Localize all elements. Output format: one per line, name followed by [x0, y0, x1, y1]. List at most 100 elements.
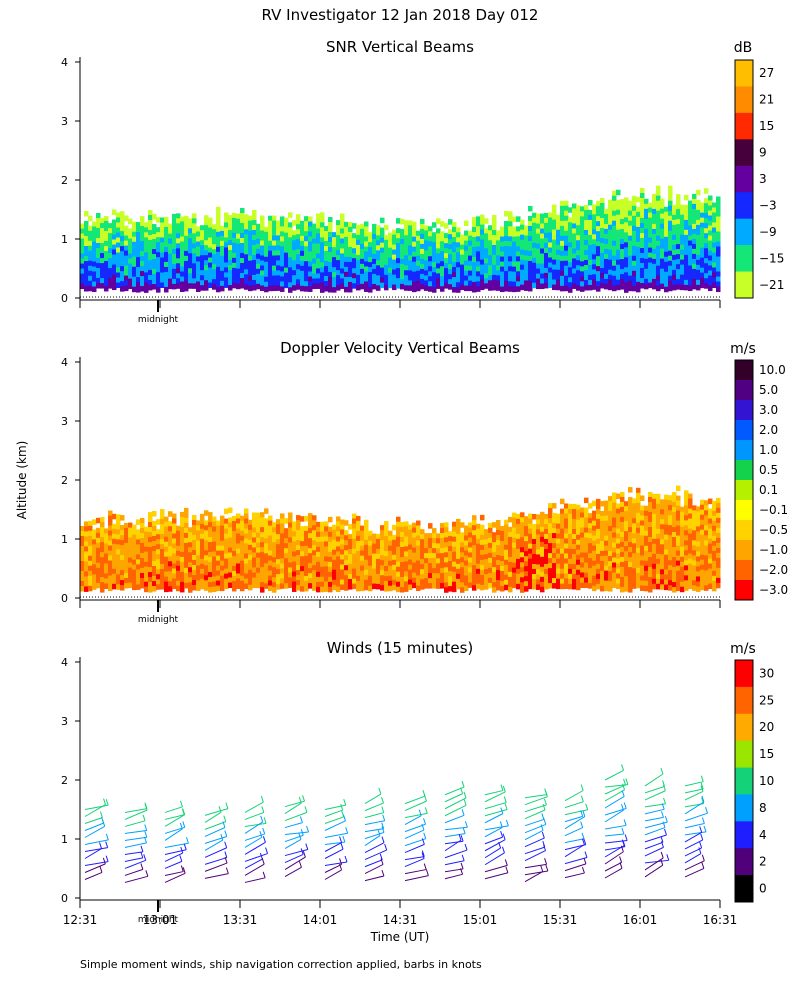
heatmap-cell — [600, 555, 605, 562]
heatmap-cell — [676, 485, 681, 492]
heatmap-cell — [560, 255, 565, 262]
heatmap-cell — [132, 559, 137, 566]
heatmap-cell — [152, 274, 157, 280]
heatmap-cell — [672, 582, 677, 588]
heatmap-cell — [112, 234, 117, 241]
heatmap-cell — [676, 520, 681, 527]
colorbar-swatch — [735, 540, 753, 561]
colorbar-label: 2.0 — [759, 423, 778, 437]
heatmap-cell — [668, 235, 673, 242]
heatmap-cell — [248, 524, 253, 531]
heatmap-cell — [592, 585, 597, 592]
heatmap-cell — [356, 520, 361, 527]
heatmap-cell — [344, 271, 349, 278]
heatmap-cell — [532, 543, 537, 550]
heatmap-cell — [144, 277, 149, 283]
heatmap-cell — [500, 570, 505, 577]
heatmap-cell — [480, 239, 485, 246]
heatmap-cell — [588, 279, 593, 286]
heatmap-cell — [396, 531, 401, 538]
heatmap-cell — [512, 537, 517, 544]
heatmap-cell — [644, 560, 649, 567]
heatmap-cell — [180, 541, 185, 548]
heatmap-cell — [340, 248, 345, 254]
heatmap-cell — [704, 575, 709, 581]
heatmap-cell — [152, 560, 157, 567]
heatmap-cell — [676, 525, 681, 532]
heatmap-cell — [348, 564, 353, 570]
heatmap-cell — [404, 280, 409, 286]
heatmap-cell — [616, 199, 621, 206]
heatmap-cell — [336, 536, 341, 542]
heatmap-cell — [104, 563, 109, 569]
heatmap-cell — [364, 539, 369, 546]
heatmap-cell — [640, 580, 645, 586]
heatmap-cell — [124, 215, 129, 222]
heatmap-cell — [328, 516, 333, 523]
heatmap-cell — [452, 257, 457, 263]
heatmap-cell — [184, 270, 189, 277]
heatmap-cell — [588, 209, 593, 216]
heatmap-cell — [664, 499, 669, 506]
heatmap-cell — [640, 283, 645, 289]
heatmap-cell — [480, 279, 485, 286]
heatmap-cell — [532, 272, 537, 279]
heatmap-cell — [648, 217, 653, 224]
heatmap-cell — [328, 556, 333, 563]
heatmap-cell — [408, 250, 413, 256]
heatmap-cell — [644, 545, 649, 552]
heatmap-cell — [536, 519, 541, 525]
heatmap-cell — [444, 243, 449, 249]
heatmap-cell — [600, 515, 605, 522]
heatmap-cell — [592, 540, 597, 547]
heatmap-cell — [584, 275, 589, 281]
heatmap-cell — [568, 272, 573, 278]
heatmap-cell — [672, 279, 677, 286]
heatmap-cell — [424, 280, 429, 286]
heatmap-cell — [168, 223, 173, 230]
heatmap-cell — [148, 577, 153, 583]
heatmap-cell — [552, 568, 557, 574]
heatmap-cell — [644, 575, 649, 582]
heatmap-cell — [716, 236, 721, 243]
heatmap-cell — [540, 223, 545, 230]
heatmap-cell — [348, 584, 353, 590]
heatmap-cell — [480, 269, 485, 276]
heatmap-cell — [380, 272, 385, 279]
heatmap-cell — [632, 518, 637, 524]
heatmap-cell — [620, 496, 625, 503]
heatmap-cell — [580, 266, 585, 272]
heatmap-cell — [340, 544, 345, 550]
heatmap-cell — [604, 575, 609, 582]
heatmap-cell — [584, 265, 589, 271]
heatmap-cell — [656, 568, 661, 575]
heatmap-cell — [464, 550, 469, 556]
heatmap-cell — [248, 250, 253, 257]
heatmap-cell — [244, 543, 249, 549]
heatmap-cell — [712, 505, 717, 512]
heatmap-cell — [652, 573, 657, 580]
heatmap-cell — [268, 540, 273, 547]
heatmap-cell — [248, 549, 253, 556]
heatmap-cell — [520, 562, 525, 568]
heatmap-cell — [560, 285, 565, 292]
heatmap-cell — [212, 234, 217, 240]
heatmap-cell — [712, 530, 717, 537]
heatmap-cell — [260, 265, 265, 271]
heatmap-cell — [672, 219, 677, 226]
heatmap-cell — [288, 227, 293, 233]
heatmap-cell — [240, 263, 245, 269]
heatmap-cell — [572, 514, 577, 520]
heatmap-cell — [236, 218, 241, 225]
heatmap-cell — [648, 232, 653, 239]
heatmap-cell — [444, 527, 449, 533]
heatmap-cell — [700, 559, 705, 566]
heatmap-cell — [128, 273, 133, 280]
heatmap-cell — [644, 540, 649, 547]
heatmap-cell — [184, 225, 189, 232]
heatmap-cell — [324, 261, 329, 267]
heatmap-cell — [456, 568, 461, 575]
heatmap-cell — [80, 586, 85, 592]
heatmap-cell — [432, 232, 437, 238]
heatmap-cell — [672, 209, 677, 216]
